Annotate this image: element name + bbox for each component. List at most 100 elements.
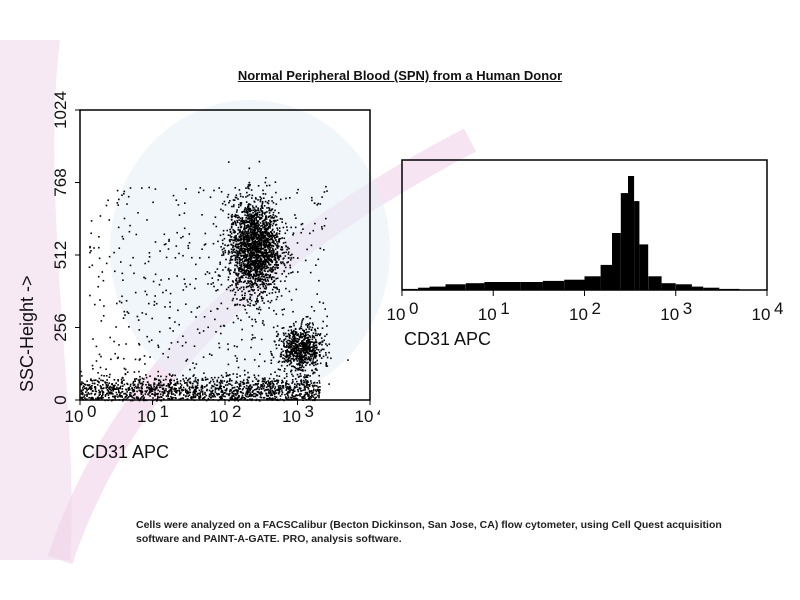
scatter-point [294, 333, 297, 335]
scatter-point [257, 228, 259, 231]
scatter-point [236, 376, 238, 378]
scatter-point [94, 393, 96, 396]
scatter-point [250, 274, 253, 276]
scatter-point [154, 295, 156, 297]
scatter-point [148, 340, 151, 343]
scatter-point [302, 318, 305, 320]
scatter-point [102, 391, 105, 394]
scatter-point [312, 362, 314, 364]
scatter-point [276, 241, 278, 243]
scatter-point [258, 306, 261, 309]
scatter-point [257, 285, 260, 288]
scatter-point [307, 326, 309, 329]
scatter-point [139, 378, 141, 381]
scatter-point [262, 262, 265, 265]
scatter-point [290, 299, 293, 301]
scatter-point [223, 386, 225, 389]
scatter-point [261, 297, 263, 300]
scatter-point [268, 241, 271, 244]
scatter-point [264, 224, 266, 227]
scatter-point [99, 299, 101, 301]
scatter-point [311, 326, 314, 329]
scatter-point [228, 251, 231, 254]
scatter-point [295, 347, 297, 350]
scatter-point [221, 397, 224, 400]
scatter-point [299, 358, 301, 361]
scatter-point [287, 251, 290, 253]
scatter-point [279, 386, 282, 389]
histogram-x-tick-label: 10 [478, 305, 497, 324]
scatter-point [248, 216, 250, 218]
scatter-point [169, 306, 171, 308]
scatter-point [249, 267, 251, 270]
scatter-point [253, 224, 256, 227]
scatter-point [265, 241, 268, 244]
scatter-point [302, 397, 305, 399]
scatter-point [236, 360, 238, 362]
scatter-point [194, 377, 197, 379]
scatter-point [294, 395, 296, 398]
scatter-point [256, 264, 258, 266]
scatter-point [255, 226, 257, 229]
scatter-point [262, 226, 264, 229]
scatter-point [311, 363, 314, 365]
scatter-point [108, 376, 111, 378]
scatter-point [265, 265, 268, 268]
scatter-point [105, 384, 108, 386]
scatter-point [300, 369, 302, 371]
scatter-point [274, 286, 277, 289]
scatter-point [307, 345, 310, 348]
scatter-point [268, 383, 271, 385]
scatter-point [83, 395, 85, 398]
scatter-point [253, 273, 256, 276]
scatter-point [169, 378, 172, 381]
scatter-point [289, 341, 292, 343]
scatter-point [260, 295, 263, 298]
scatter-point [300, 342, 302, 344]
scatter-point [140, 393, 143, 395]
scatter-point [220, 388, 223, 390]
scatter-point [292, 358, 294, 360]
scatter-point [189, 391, 192, 394]
scatter-point [241, 258, 244, 260]
scatter-point [248, 290, 251, 292]
scatter-point [307, 352, 310, 354]
scatter-point [281, 248, 284, 251]
scatter-point [210, 354, 213, 356]
scatter-point [315, 264, 317, 266]
scatter-point [102, 315, 105, 317]
scatter-point [311, 355, 314, 357]
scatter-point [212, 389, 214, 392]
scatter-point [114, 384, 116, 387]
scatter-point [257, 199, 259, 201]
scatter-y-axis-label: SSC-Height -> [17, 275, 37, 392]
scatter-point [264, 278, 266, 280]
scatter-point [289, 354, 291, 357]
scatter-point [250, 246, 252, 249]
scatter-point [267, 228, 269, 231]
scatter-point [232, 289, 234, 292]
scatter-point [252, 242, 254, 245]
scatter-point [268, 263, 270, 266]
scatter-point [204, 379, 207, 381]
scatter-point [269, 242, 272, 245]
scatter-point [299, 327, 302, 329]
scatter-point [191, 398, 193, 401]
scatter-point [252, 223, 255, 225]
scatter-point [286, 342, 288, 344]
scatter-point [121, 235, 124, 238]
scatter-point [254, 392, 256, 395]
scatter-point [154, 398, 157, 401]
scatter-y-tick-label: 1024 [51, 91, 70, 129]
scatter-point [318, 374, 320, 377]
scatter-point [217, 393, 220, 395]
scatter-point [86, 393, 88, 396]
scatter-point [224, 384, 227, 386]
scatter-point [163, 398, 165, 400]
scatter-point [306, 392, 309, 395]
scatter-point [261, 283, 263, 285]
scatter-point [309, 348, 311, 351]
scatter-point [215, 384, 218, 387]
scatter-point [277, 368, 280, 371]
scatter-point [250, 258, 253, 260]
